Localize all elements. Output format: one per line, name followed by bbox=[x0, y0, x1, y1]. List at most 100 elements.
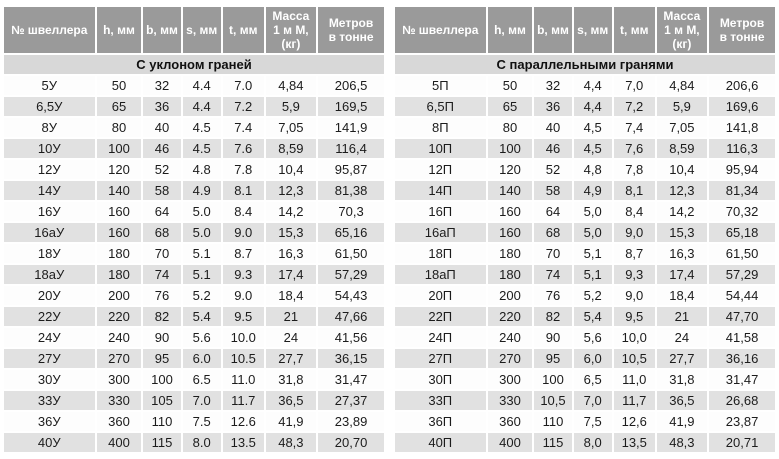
channel-number-cell: 30П bbox=[395, 370, 486, 390]
table-cell: 270 bbox=[96, 349, 142, 369]
table-cell: 20,71 bbox=[709, 433, 775, 453]
table-cell: 23,89 bbox=[318, 412, 384, 432]
channel-number-cell: 18аП bbox=[395, 265, 486, 285]
table-cell: 70,32 bbox=[709, 202, 775, 222]
section-header: С уклоном граней bbox=[4, 55, 384, 75]
channel-number-cell: 24У bbox=[4, 328, 95, 348]
table-cell: 21 bbox=[265, 307, 317, 327]
table-cell: 36,5 bbox=[265, 391, 317, 411]
table-cell: 18,4 bbox=[265, 286, 317, 306]
table-cell: 100 bbox=[534, 370, 572, 390]
table-cell: 57,29 bbox=[709, 265, 775, 285]
table-cell: 12,3 bbox=[265, 181, 317, 201]
table-cell: 36,5 bbox=[656, 391, 708, 411]
table-row: 33П 330 10,5 7,0 11,7 36,5 26,68 bbox=[395, 391, 775, 411]
table-cell: 160 bbox=[96, 202, 142, 222]
table-cell: 7,6 bbox=[613, 139, 655, 159]
table-cell: 80 bbox=[487, 118, 533, 138]
table-cell: 6,0 bbox=[573, 349, 612, 369]
table-cell: 95 bbox=[534, 349, 572, 369]
table-cell: 90 bbox=[143, 328, 181, 348]
table-row: 10У 100 46 4.5 7.6 8,59 116,4 bbox=[4, 139, 384, 159]
table-cell: 7,4 bbox=[613, 118, 655, 138]
table-cell: 180 bbox=[96, 244, 142, 264]
table-cell: 58 bbox=[143, 181, 181, 201]
table-cell: 140 bbox=[96, 181, 142, 201]
table-cell: 80 bbox=[96, 118, 142, 138]
table-row: 22У 220 82 5.4 9.5 21 47,66 bbox=[4, 307, 384, 327]
table-cell: 10,4 bbox=[656, 160, 708, 180]
table-row: 6,5П 65 36 4,4 7,2 5,9 169,6 bbox=[395, 97, 775, 117]
table-cell: 61,50 bbox=[709, 244, 775, 264]
table-cell: 27,7 bbox=[265, 349, 317, 369]
table-cell: 36,16 bbox=[709, 349, 775, 369]
channel-number-cell: 20У bbox=[4, 286, 95, 306]
table-cell: 160 bbox=[487, 202, 533, 222]
table-row: 8У 80 40 4.5 7.4 7,05 141,9 bbox=[4, 118, 384, 138]
table-cell: 7,2 bbox=[613, 97, 655, 117]
table-cell: 4,5 bbox=[573, 139, 612, 159]
section-header: С параллельными гранями bbox=[395, 55, 775, 75]
table-row: 18П 180 70 5,1 8,7 16,3 61,50 bbox=[395, 244, 775, 264]
table-cell: 5.0 bbox=[182, 223, 221, 243]
table-cell: 5,0 bbox=[573, 202, 612, 222]
table-cell: 52 bbox=[143, 160, 181, 180]
table-cell: 16,3 bbox=[265, 244, 317, 264]
channel-number-cell: 27У bbox=[4, 349, 95, 369]
table-cell: 41,9 bbox=[656, 412, 708, 432]
table-cell: 65,16 bbox=[318, 223, 384, 243]
table-cell: 7.0 bbox=[222, 76, 264, 96]
table-cell: 110 bbox=[534, 412, 572, 432]
table-cell: 4.9 bbox=[182, 181, 221, 201]
table-cell: 400 bbox=[487, 433, 533, 453]
table-cell: 9,0 bbox=[613, 286, 655, 306]
table-cell: 50 bbox=[96, 76, 142, 96]
channel-number-cell: 5У bbox=[4, 76, 95, 96]
table-cell: 36 bbox=[534, 97, 572, 117]
table-cell: 15,3 bbox=[656, 223, 708, 243]
table-cell: 8,59 bbox=[265, 139, 317, 159]
table-cell: 14,2 bbox=[265, 202, 317, 222]
table-cell: 8,4 bbox=[613, 202, 655, 222]
channel-number-cell: 36П bbox=[395, 412, 486, 432]
channel-number-cell: 36У bbox=[4, 412, 95, 432]
table-cell: 5,1 bbox=[573, 244, 612, 264]
table-row: 16аУ 160 68 5.0 9.0 15,3 65,16 bbox=[4, 223, 384, 243]
channel-number-cell: 27П bbox=[395, 349, 486, 369]
table-cell: 11.7 bbox=[222, 391, 264, 411]
table-cell: 270 bbox=[487, 349, 533, 369]
column-header: Масса 1 м М, (кг) bbox=[656, 7, 708, 54]
table-cell: 24 bbox=[265, 328, 317, 348]
table-row: 33У 330 105 7.0 11.7 36,5 27,37 bbox=[4, 391, 384, 411]
table-cell: 17,4 bbox=[265, 265, 317, 285]
table-cell: 4,9 bbox=[573, 181, 612, 201]
table-cell: 10.0 bbox=[222, 328, 264, 348]
table-cell: 31,47 bbox=[709, 370, 775, 390]
table-cell: 76 bbox=[143, 286, 181, 306]
table-cell: 50 bbox=[487, 76, 533, 96]
channel-number-cell: 6,5У bbox=[4, 97, 95, 117]
table-cell: 100 bbox=[96, 139, 142, 159]
table-cell: 15,3 bbox=[265, 223, 317, 243]
table-cell: 68 bbox=[143, 223, 181, 243]
channel-number-cell: 24П bbox=[395, 328, 486, 348]
table-row: 14П 140 58 4,9 8,1 12,3 81,34 bbox=[395, 181, 775, 201]
table-cell: 20,70 bbox=[318, 433, 384, 453]
table-cell: 4.5 bbox=[182, 118, 221, 138]
table-cell: 11,7 bbox=[613, 391, 655, 411]
table-cell: 70 bbox=[143, 244, 181, 264]
table-cell: 220 bbox=[487, 307, 533, 327]
table-cell: 9,5 bbox=[613, 307, 655, 327]
table-row: 8П 80 40 4,5 7,4 7,05 141,8 bbox=[395, 118, 775, 138]
channel-table-sloped-flanges: № швеллера h, мм b, мм s, мм t, мм Масса 1 м … bbox=[2, 5, 386, 455]
table-cell: 330 bbox=[487, 391, 533, 411]
table-row: 30У 300 100 6.5 11.0 31,8 31,47 bbox=[4, 370, 384, 390]
table-cell: 12,3 bbox=[656, 181, 708, 201]
table-cell: 5.1 bbox=[182, 244, 221, 264]
table-cell: 65 bbox=[487, 97, 533, 117]
table-cell: 5.0 bbox=[182, 202, 221, 222]
table-cell: 24 bbox=[656, 328, 708, 348]
table-cell: 240 bbox=[487, 328, 533, 348]
table-cell: 32 bbox=[534, 76, 572, 96]
table-row: 14У 140 58 4.9 8.1 12,3 81,38 bbox=[4, 181, 384, 201]
